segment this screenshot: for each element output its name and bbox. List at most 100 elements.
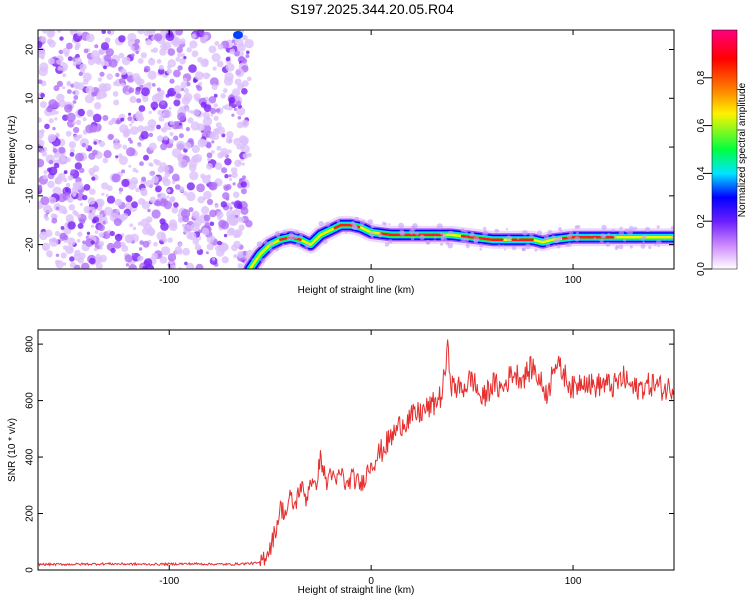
speckle-dot bbox=[206, 152, 213, 159]
ridge-fringe-dot bbox=[469, 231, 475, 237]
speckle-dot bbox=[98, 140, 106, 148]
speckle-dot bbox=[226, 131, 234, 139]
ridge-fringe-dot bbox=[654, 243, 657, 246]
speckle-dot bbox=[58, 49, 64, 55]
speckle-dot bbox=[101, 60, 109, 69]
speckle-dot bbox=[120, 241, 126, 247]
speckle-dot bbox=[236, 106, 246, 116]
speckle-dot bbox=[116, 209, 120, 213]
speckle-dot bbox=[135, 187, 141, 193]
ridge-fringe-dot bbox=[618, 244, 624, 250]
speckle-dot bbox=[89, 209, 93, 213]
speckle-dot bbox=[103, 65, 107, 70]
speckle-dot bbox=[54, 230, 61, 237]
speckle-dot bbox=[183, 77, 187, 82]
speckle-dot bbox=[225, 184, 232, 190]
ridge-fringe-dot bbox=[439, 231, 443, 235]
ridge-fringe-dot bbox=[640, 236, 645, 241]
speckle-dot bbox=[220, 220, 230, 230]
speckle-dot bbox=[157, 166, 165, 173]
speckle-dot bbox=[240, 206, 249, 215]
speckle-dot bbox=[206, 73, 211, 77]
speckle-dot bbox=[160, 222, 169, 231]
ridge-fringe-dot bbox=[449, 230, 454, 235]
speckle-dot bbox=[65, 157, 71, 163]
speckle-dot bbox=[184, 261, 188, 266]
y-tick-label: 0 bbox=[25, 567, 36, 573]
speckle-dot bbox=[67, 196, 74, 203]
speckle-dot bbox=[209, 77, 219, 86]
speckle-dot bbox=[49, 196, 57, 204]
speckle-dot bbox=[66, 80, 72, 86]
ridge-fringe-dot bbox=[251, 258, 254, 261]
speckle-dot bbox=[206, 116, 211, 121]
ridge-core bbox=[460, 234, 504, 241]
speckle-dot bbox=[232, 182, 236, 186]
speckle-dot bbox=[192, 238, 199, 245]
y-tick-label: 10 bbox=[25, 92, 36, 104]
speckle-dot bbox=[209, 221, 215, 226]
speckle-dot bbox=[203, 190, 212, 200]
speckle-dot bbox=[225, 136, 233, 144]
ridge-fringe-dot bbox=[388, 239, 393, 244]
speckle-dot bbox=[113, 142, 121, 150]
speckle-dot bbox=[191, 156, 196, 162]
speckle-dot bbox=[206, 243, 214, 251]
ridge-fringe-dot bbox=[248, 275, 254, 281]
ridge-fringe-dot bbox=[283, 230, 287, 234]
speckle-dot bbox=[160, 198, 166, 204]
speckle-dot bbox=[98, 83, 108, 92]
speckle-dot bbox=[129, 123, 133, 127]
speckle-dot bbox=[175, 30, 183, 36]
speckle-dot bbox=[99, 213, 103, 218]
speckle-dot bbox=[38, 66, 48, 77]
ridge-fringe-dot bbox=[613, 234, 617, 238]
speckle-dot bbox=[224, 72, 234, 82]
ridge-fringe-dot bbox=[479, 243, 484, 248]
speckle-dot bbox=[95, 262, 103, 269]
speckle-dot bbox=[211, 53, 221, 62]
ridge-fringe-dot bbox=[399, 229, 405, 235]
speckle-dot bbox=[217, 240, 222, 246]
ridge-fringe-dot bbox=[323, 239, 328, 244]
speckle-dot bbox=[195, 263, 204, 269]
ridge-fringe-dot bbox=[440, 234, 447, 241]
speckle-dot bbox=[212, 66, 217, 71]
colorbar-ticks: 0.0 0.2 0.4 0.6 0.8 bbox=[696, 70, 712, 276]
speckle-dot bbox=[187, 109, 191, 113]
speckle-dot bbox=[102, 157, 109, 164]
speckle-dot bbox=[169, 197, 175, 203]
speckle-dot bbox=[208, 181, 218, 191]
ridge-fringe-dot bbox=[359, 220, 366, 226]
speckle-dot bbox=[210, 107, 217, 114]
speckle-dot bbox=[153, 242, 158, 247]
speckle-dot bbox=[175, 93, 182, 99]
speckle-dot bbox=[87, 197, 96, 205]
speckle-dot bbox=[191, 144, 200, 154]
x-tick-label: -100 bbox=[159, 275, 179, 286]
ridge-fringe-dot bbox=[325, 221, 331, 227]
speckle-dot bbox=[90, 240, 95, 245]
speckle-dot bbox=[54, 117, 58, 121]
speckle-dot bbox=[181, 96, 191, 105]
speckle-dot bbox=[94, 102, 102, 110]
speckle-dot bbox=[129, 223, 134, 228]
speckle-dot bbox=[151, 83, 156, 87]
speckle-dot bbox=[194, 71, 204, 81]
speckle-dot bbox=[114, 138, 118, 142]
speckle-dot bbox=[242, 175, 246, 180]
speckle-dot bbox=[157, 135, 164, 142]
ridge-fringe-dot bbox=[367, 219, 373, 225]
ridge-fringe-dot bbox=[352, 224, 358, 230]
ridge-fringe-dot bbox=[517, 237, 520, 240]
speckle-dot bbox=[196, 85, 203, 92]
speckle-dot bbox=[77, 231, 83, 237]
speckle-dot bbox=[229, 216, 239, 226]
ridge-fringe-dot bbox=[525, 243, 531, 250]
speckle-dot bbox=[75, 119, 82, 126]
speckle-dot bbox=[69, 148, 75, 154]
speckle-dot bbox=[141, 176, 147, 182]
speckle-dot bbox=[103, 150, 112, 159]
speckle-dot bbox=[186, 262, 195, 269]
speckle-dot bbox=[198, 81, 203, 86]
